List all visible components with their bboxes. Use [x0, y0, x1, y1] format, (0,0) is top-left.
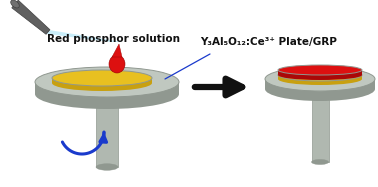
Ellipse shape	[278, 69, 362, 81]
Polygon shape	[311, 89, 328, 162]
Ellipse shape	[52, 75, 152, 91]
Ellipse shape	[11, 0, 19, 8]
Ellipse shape	[35, 79, 179, 109]
Polygon shape	[265, 79, 375, 89]
Polygon shape	[52, 78, 152, 83]
Text: Red phosphor solution: Red phosphor solution	[47, 34, 180, 44]
Polygon shape	[112, 44, 122, 57]
Ellipse shape	[265, 77, 375, 101]
Ellipse shape	[278, 73, 362, 85]
Ellipse shape	[52, 70, 152, 86]
Ellipse shape	[265, 67, 375, 91]
Ellipse shape	[109, 55, 125, 73]
Ellipse shape	[96, 91, 118, 97]
Ellipse shape	[311, 160, 328, 165]
Ellipse shape	[35, 67, 179, 97]
Ellipse shape	[311, 86, 328, 92]
Ellipse shape	[278, 70, 362, 80]
Ellipse shape	[96, 164, 118, 170]
Text: Y₃Al₅O₁₂:Ce³⁺ Plate/GRP: Y₃Al₅O₁₂:Ce³⁺ Plate/GRP	[200, 37, 337, 47]
Polygon shape	[278, 75, 362, 79]
Polygon shape	[46, 30, 123, 42]
Polygon shape	[12, 0, 50, 34]
Ellipse shape	[278, 65, 362, 75]
Polygon shape	[96, 94, 118, 167]
Polygon shape	[35, 82, 179, 94]
Polygon shape	[278, 70, 362, 75]
